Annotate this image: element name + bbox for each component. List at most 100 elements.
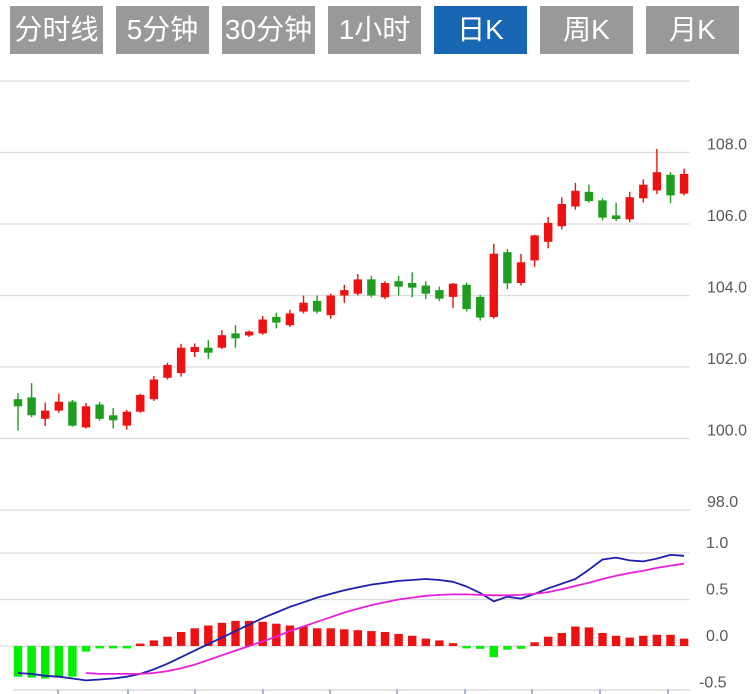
hist-bar-positive: [652, 634, 662, 646]
hist-bar-positive: [598, 633, 607, 646]
hist-bar-positive: [149, 640, 159, 646]
candle-body-up: [41, 410, 50, 419]
candle-body-up: [244, 331, 254, 336]
hist-bar-negative: [41, 646, 50, 679]
candle-body-up: [530, 235, 539, 261]
hist-bar-positive: [571, 626, 580, 646]
hist-bar-positive: [163, 636, 172, 646]
candle-body-up: [258, 319, 267, 334]
candle-body-down: [476, 296, 485, 318]
hist-bar-positive: [204, 625, 213, 646]
hist-bar-positive: [666, 634, 675, 646]
macd-tick-label: 0.0: [706, 628, 728, 645]
candle-body-down: [666, 174, 675, 196]
candle-body-up: [557, 204, 566, 227]
candle-body-down: [13, 399, 23, 407]
hist-bar-positive: [340, 629, 349, 646]
tab-monthly-k[interactable]: 月K: [646, 6, 739, 54]
macd-axis-labels: 1.0 0.5 0.0 -0.5: [699, 535, 728, 692]
candle-body-up: [340, 290, 349, 296]
candle-body-down: [394, 281, 403, 287]
candle-body-up: [489, 253, 498, 317]
candle-body-up: [380, 283, 390, 298]
candle-body-up: [353, 279, 362, 294]
hist-bar-positive: [584, 627, 594, 646]
candle-body-up: [299, 302, 308, 312]
hist-bar-positive: [611, 635, 621, 646]
tab-daily-k[interactable]: 日K: [434, 6, 527, 54]
hist-bar-positive: [353, 630, 362, 646]
candle-body-down: [27, 397, 36, 416]
tab-1hour[interactable]: 1小时: [328, 6, 421, 54]
hist-bar-positive: [639, 635, 648, 646]
candle-body-up: [448, 283, 458, 297]
hist-bar-positive: [312, 628, 322, 646]
price-tick-label: 106.0: [707, 208, 747, 225]
candle-body-down: [598, 200, 607, 218]
macd-histogram: [13, 620, 689, 679]
tab-5min[interactable]: 5分钟: [116, 6, 209, 54]
candle-body-up: [190, 347, 199, 352]
candle-body-up: [81, 406, 91, 428]
hist-bar-negative: [489, 646, 498, 658]
hist-bar-negative: [68, 646, 77, 677]
candle-body-up: [136, 394, 145, 412]
timeframe-tabbar: 分时线 5分钟 30分钟 1小时 日K 周K 月K: [10, 6, 739, 54]
hist-bar-positive: [272, 623, 281, 646]
hist-bar-negative: [476, 646, 485, 649]
hist-bar-positive: [299, 626, 308, 646]
hist-bar-negative: [54, 646, 63, 678]
candle-body-down: [367, 279, 376, 296]
candle-body-down: [109, 415, 118, 421]
hist-bar-positive: [285, 625, 295, 646]
hist-bar-positive: [231, 620, 240, 646]
price-tick-label: 108.0: [707, 137, 747, 154]
candle-body-up: [639, 184, 648, 199]
hist-bar-negative: [462, 646, 471, 649]
hist-bar-negative: [95, 646, 104, 649]
hist-bar-negative: [13, 646, 23, 677]
hist-bar-positive: [435, 640, 444, 646]
hist-bar-positive: [217, 622, 227, 647]
candle-body-down: [462, 284, 471, 310]
candlesticks: [13, 148, 689, 431]
candle-body-up: [163, 364, 172, 378]
candle-body-down: [68, 401, 77, 426]
hist-bar-positive: [176, 632, 186, 646]
dea-line: [85, 562, 685, 675]
hist-bar-negative: [122, 646, 131, 649]
tab-weekly-k[interactable]: 周K: [540, 6, 633, 54]
price-tick-label: 100.0: [707, 423, 747, 440]
hist-bar-positive: [544, 636, 553, 646]
candle-body-down: [204, 347, 213, 353]
candle-body-down: [231, 333, 240, 339]
hist-bar-negative: [109, 646, 118, 649]
candle-body-up: [326, 295, 335, 316]
hist-bar-positive: [244, 620, 254, 646]
candle-body-down: [312, 300, 322, 312]
candle-body-up: [149, 379, 159, 400]
hist-bar-positive: [394, 633, 403, 646]
price-tick-label: 102.0: [707, 351, 747, 368]
candle-body-up: [625, 197, 634, 220]
macd-tick-label: 1.0: [706, 535, 728, 552]
macd-tick-label: 0.5: [706, 582, 728, 599]
hist-bar-positive: [625, 637, 634, 646]
candle-body-up: [679, 173, 689, 194]
tab-30min[interactable]: 30分钟: [222, 6, 315, 54]
candle-body-up: [516, 262, 526, 283]
hist-bar-positive: [448, 643, 458, 646]
candle-body-down: [584, 191, 594, 202]
candle-body-down: [503, 252, 512, 284]
candle-body-down: [421, 285, 430, 294]
hist-bar-positive: [190, 628, 199, 646]
candle-body-up: [54, 401, 63, 411]
price-tick-label: 98.0: [707, 494, 738, 511]
candle-body-up: [544, 222, 553, 242]
candle-body-down: [408, 283, 417, 288]
tab-time-share[interactable]: 分时线: [10, 6, 103, 54]
candle-body-up: [571, 190, 580, 207]
hist-bar-negative: [27, 646, 36, 678]
candle-body-up: [217, 335, 227, 348]
